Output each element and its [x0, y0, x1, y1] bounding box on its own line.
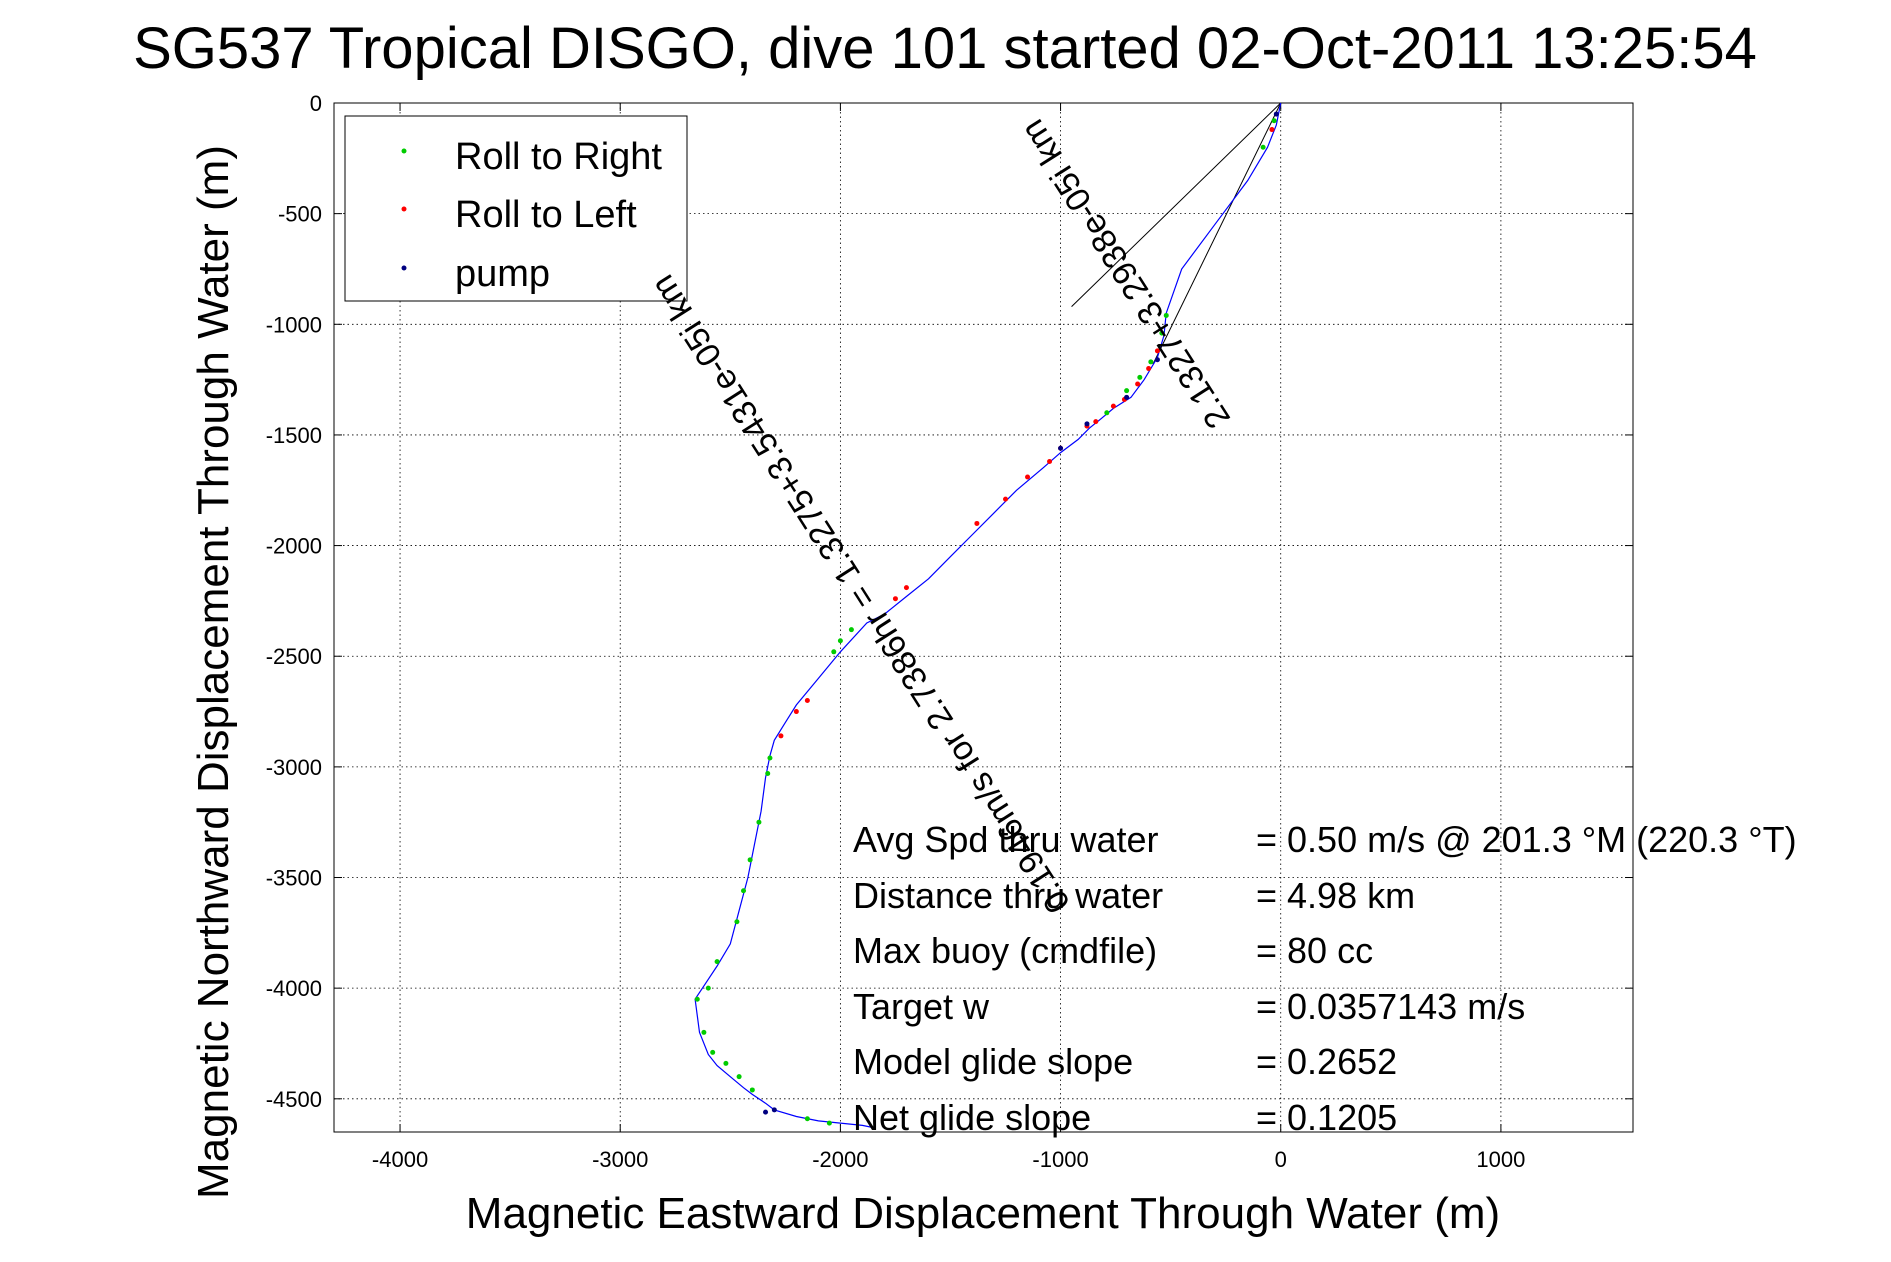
y-tick-label: 0 — [310, 91, 322, 116]
stat-label-distance: Distance thru water — [853, 875, 1163, 916]
pump-point — [1154, 357, 1160, 363]
roll-right-point — [804, 1116, 810, 1122]
x-tick-label: -4000 — [372, 1147, 428, 1172]
roll-right-point — [710, 1049, 716, 1055]
stat-value-model-glide: = 0.2652 — [1256, 1041, 1397, 1082]
stat-label-max-buoy: Max buoy (cmdfile) — [853, 930, 1157, 971]
roll-left-point — [1135, 381, 1141, 387]
roll-right-point — [714, 959, 720, 965]
x-tick-label: 1000 — [1476, 1147, 1525, 1172]
y-tick-label: -4000 — [266, 976, 322, 1001]
roll-right-point — [837, 638, 843, 644]
pump-point — [1058, 445, 1064, 451]
stat-value-target-w: = 0.0357143 m/s — [1256, 986, 1525, 1027]
y-tick-label: -1000 — [266, 312, 322, 337]
chart-title: SG537 Tropical DISGO, dive 101 started 0… — [133, 16, 1757, 81]
roll-left-point — [1110, 403, 1116, 409]
roll-right-point — [1159, 330, 1165, 336]
legend-label-pump: pump — [455, 253, 550, 295]
y-tick-label: -3000 — [266, 755, 322, 780]
stats-table: Avg Spd thru water = 0.50 m/s @ 201.3 °M… — [853, 819, 1797, 1138]
y-tick-label: -4500 — [266, 1087, 322, 1112]
y-tick-label: -2500 — [266, 644, 322, 669]
roll-left-point — [1154, 348, 1160, 354]
pump-point — [1084, 421, 1090, 427]
legend-label-roll-left: Roll to Left — [455, 194, 637, 236]
stat-label-target-w: Target w — [853, 986, 990, 1027]
track-line — [694, 102, 1282, 1129]
roll-right-point — [701, 1029, 707, 1035]
roll-right-point — [694, 996, 700, 1002]
roll-right-point — [1137, 374, 1143, 380]
roll-right-point — [1124, 388, 1130, 394]
roll-right-point — [765, 771, 771, 777]
pump-point — [771, 1107, 777, 1113]
roll-right-point — [747, 857, 753, 863]
pump-point — [1273, 111, 1279, 117]
stat-label-net-glide: Net glide slope — [853, 1097, 1091, 1138]
stat-value-max-buoy: = 80 cc — [1256, 930, 1373, 971]
y-tick-label: -3500 — [266, 866, 322, 891]
roll-left-point — [804, 697, 810, 703]
pump-point — [1124, 394, 1130, 400]
guide-line — [1152, 102, 1282, 365]
roll-right-point — [749, 1087, 755, 1093]
roll-left-point — [1025, 474, 1031, 480]
roll-right-point — [705, 985, 711, 991]
legend-marker-roll-left — [401, 206, 407, 212]
x-tick-label: -2000 — [812, 1147, 868, 1172]
y-axis-label: Magnetic Northward Displacement Through … — [189, 145, 238, 1199]
stat-label-avg-speed: Avg Spd thru water — [853, 819, 1159, 860]
roll-left-point — [1146, 366, 1152, 372]
legend-marker-roll-right — [401, 148, 407, 154]
roll-right-point — [736, 1074, 742, 1080]
roll-right-point — [1271, 118, 1277, 124]
roll-right-point — [756, 819, 762, 825]
pump-point — [763, 1109, 769, 1115]
roll-right-point — [734, 919, 740, 925]
roll-right-point — [1163, 312, 1169, 318]
x-tick-label: 0 — [1275, 1147, 1287, 1172]
roll-right-point — [826, 1120, 832, 1126]
x-tick-label: -3000 — [592, 1147, 648, 1172]
roll-left-point — [778, 733, 784, 739]
stat-label-model-glide: Model glide slope — [853, 1041, 1133, 1082]
legend-marker-pump — [401, 265, 407, 271]
legend: Roll to Right Roll to Left pump — [344, 115, 688, 302]
y-tick-label: -500 — [278, 202, 322, 227]
roll-left-point — [903, 585, 909, 591]
roll-left-point — [1269, 127, 1275, 133]
roll-right-point — [741, 888, 747, 894]
stat-value-net-glide: = 0.1205 — [1256, 1097, 1397, 1138]
roll-left-point — [974, 520, 980, 526]
roll-right-point — [1148, 359, 1154, 365]
stat-value-distance: = 4.98 km — [1256, 875, 1415, 916]
x-axis-label: Magnetic Eastward Displacement Through W… — [466, 1189, 1500, 1238]
roll-left-point — [1093, 419, 1099, 425]
roll-left-point — [1047, 458, 1053, 464]
roll-left-point — [793, 709, 799, 715]
roll-left-point — [892, 596, 898, 602]
roll-right-point — [723, 1060, 729, 1066]
roll-right-point — [831, 649, 837, 655]
roll-right-point — [1260, 144, 1266, 150]
x-tick-label: -1000 — [1032, 1147, 1088, 1172]
roll-right-point — [1104, 410, 1110, 416]
roll-left-point — [1003, 496, 1009, 502]
roll-right-point — [848, 627, 854, 633]
guide-line — [1071, 102, 1282, 307]
y-tick-label: -2000 — [266, 534, 322, 559]
legend-label-roll-right: Roll to Right — [455, 136, 662, 178]
roll-right-point — [767, 755, 773, 761]
y-tick-label: -1500 — [266, 423, 322, 448]
stat-value-avg-speed: = 0.50 m/s @ 201.3 °M (220.3 °T) — [1256, 819, 1797, 860]
